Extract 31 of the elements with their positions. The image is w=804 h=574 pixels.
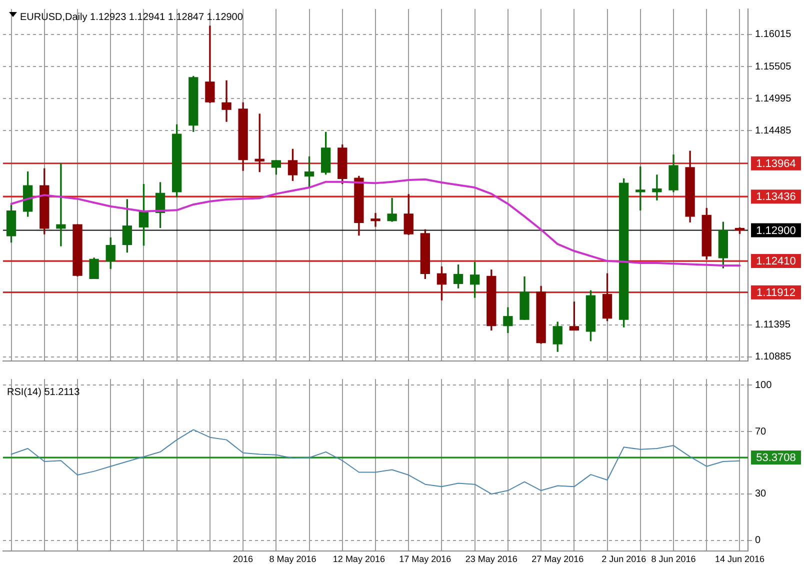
y-tick-label: 1.14995 — [755, 93, 792, 104]
x-tick-label: 12 May 2016 — [332, 554, 385, 564]
y-tick-label: 1.15505 — [755, 61, 792, 72]
chart-title: EURUSD,Daily 1.12923 1.12941 1.12847 1.12900 — [20, 12, 244, 23]
y-tick-label: 1.16015 — [755, 29, 792, 40]
ref-line-label: 1.11912 — [756, 286, 796, 299]
x-tick-label: 17 May 2016 — [399, 554, 452, 564]
y-tick-label: 30 — [755, 488, 767, 500]
ref-line-label: 1.13436 — [756, 191, 796, 204]
candlestick — [652, 174, 662, 200]
ref-line-label: 1.12410 — [756, 256, 796, 268]
candlestick — [222, 80, 232, 122]
x-tick-label: 8 May 2016 — [269, 554, 316, 564]
y-tick-label: 1.11395 — [755, 320, 791, 331]
x-tick-label: 14 Jun 2016 — [714, 554, 764, 564]
y-tick-label: 0 — [755, 535, 761, 546]
x-tick-label: 2016 — [233, 554, 254, 564]
y-tick-label: 1.14485 — [755, 125, 792, 136]
x-tick-label: 2 Jun 2016 — [602, 554, 646, 564]
y-tick-label: 70 — [755, 426, 767, 438]
x-tick-label: 23 May 2016 — [465, 554, 518, 564]
candlestick — [56, 163, 66, 246]
x-tick-label: 27 May 2016 — [532, 554, 584, 564]
x-tick-label: 8 Jun 2016 — [651, 554, 696, 564]
ref-line-label: 53.3708 — [756, 452, 796, 464]
y-tick-label: 1.10885 — [755, 352, 792, 363]
ref-line-label: 1.12900 — [756, 224, 796, 237]
y-tick-label: 100 — [755, 380, 772, 391]
ref-line-label: 1.13964 — [756, 158, 796, 170]
text: RSI(14) 51.2113 — [7, 386, 80, 398]
candlestick — [370, 212, 380, 227]
